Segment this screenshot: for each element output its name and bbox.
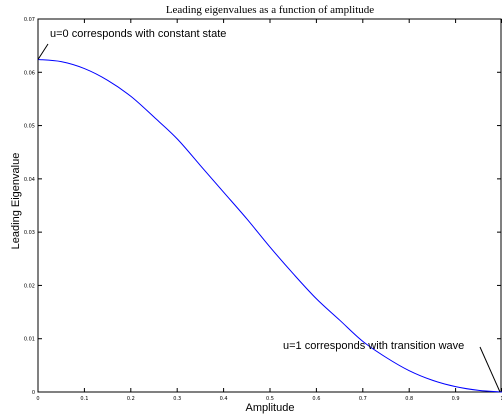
x-tick-label: 0.4 <box>220 396 228 402</box>
y-tick-label: 0.04 <box>24 177 35 183</box>
x-tick-label: 0.2 <box>127 396 135 402</box>
x-tick-label: 0.6 <box>312 396 320 402</box>
x-tick-label: 0 <box>36 396 39 402</box>
x-tick-label: 0.5 <box>266 396 274 402</box>
y-tick-label: 0.05 <box>24 124 35 130</box>
x-tick-label: 0.1 <box>80 396 88 402</box>
y-tick-label: 0.02 <box>24 283 35 289</box>
y-tick-label: 0.06 <box>24 70 35 76</box>
y-axis-title: Leading Eigenvalue <box>10 153 22 250</box>
annotation-arrow-constant-state <box>37 43 49 60</box>
y-tick-label: 0 <box>32 390 35 396</box>
annotation-transition-wave: u=1 corresponds with transition wave <box>283 340 464 352</box>
series-line <box>37 58 502 393</box>
y-tick-label: 0.03 <box>24 230 35 236</box>
plot-frame <box>37 18 502 393</box>
x-tick-label: 1 <box>500 396 502 402</box>
annotation-arrow-transition-wave <box>479 346 501 393</box>
y-tick-label: 0.01 <box>24 337 35 343</box>
x-tick-label: 0.7 <box>359 396 367 402</box>
chart-title: Leading eigenvalues as a function of amp… <box>166 4 374 16</box>
x-tick-label: 0.8 <box>405 396 413 402</box>
y-tick-label: 0.07 <box>24 17 35 23</box>
axis-ticks: 0 0.1 0.2 0.3 0.4 0.5 0.6 0.7 0.8 0.9 1 0 0.01 0.02 0.… <box>24 17 502 402</box>
x-axis-title: Amplitude <box>246 402 295 414</box>
annotation-constant-state: u=0 corresponds with constant state <box>50 28 226 40</box>
x-tick-label: 0.3 <box>173 396 181 402</box>
x-tick-label: 0.9 <box>452 396 460 402</box>
